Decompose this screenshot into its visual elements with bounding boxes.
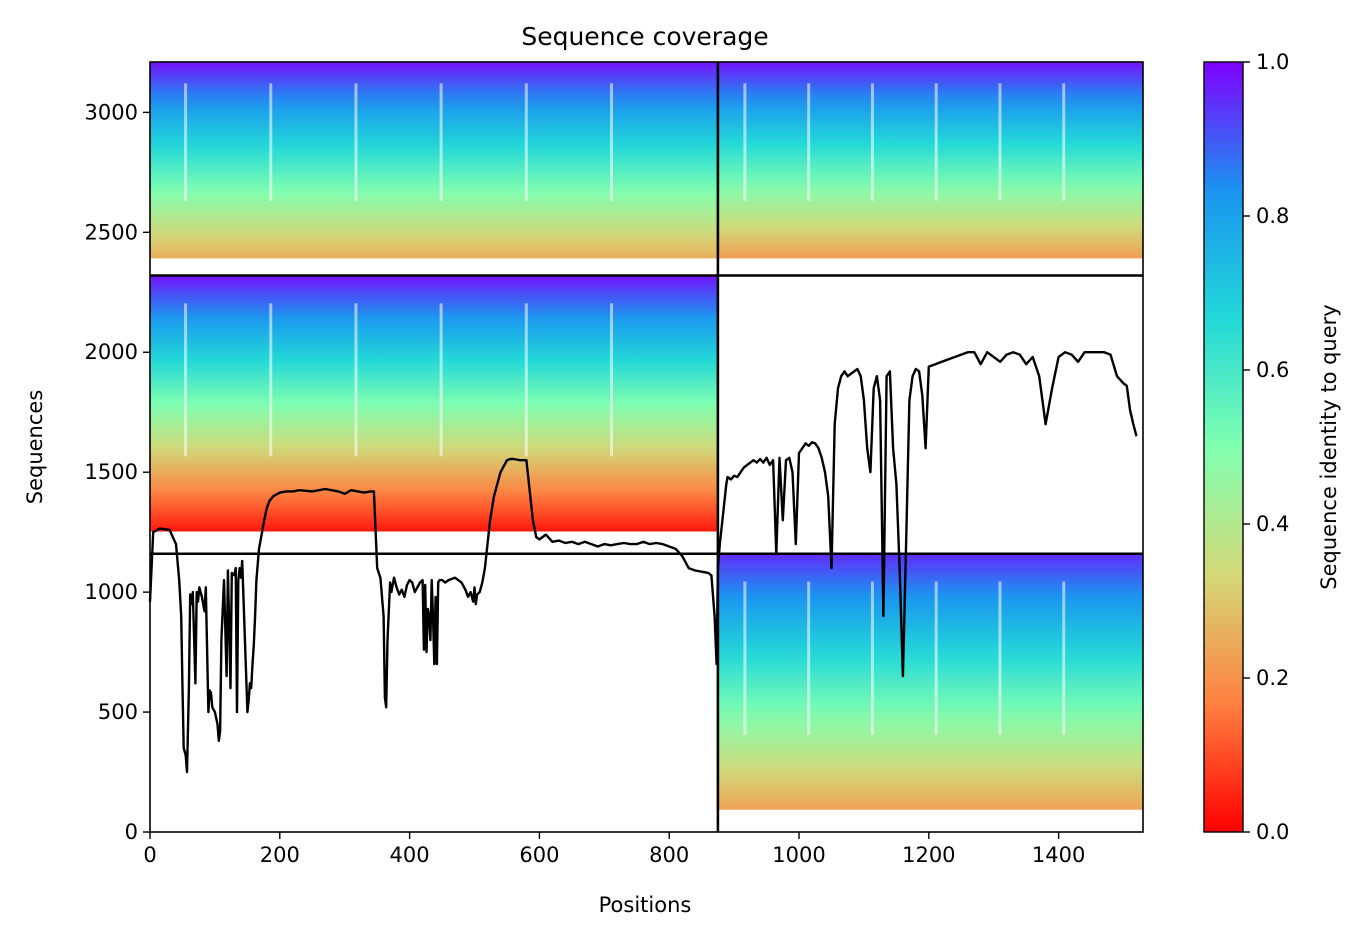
gap-streak [870, 83, 874, 201]
gap-streak [743, 581, 747, 735]
gap-streak [269, 303, 273, 457]
colorbar-tick-label: 0.4 [1256, 512, 1289, 536]
gap-streak [807, 83, 811, 201]
x-tick-label: 0 [143, 843, 156, 867]
gap-streak [439, 83, 443, 201]
colorbar-tick-label: 0.0 [1256, 820, 1289, 844]
y-tick-label: 500 [98, 700, 138, 724]
y-tick-label: 1500 [85, 460, 138, 484]
gap-streak [354, 83, 358, 201]
y-tick-label: 1000 [85, 580, 138, 604]
x-tick-label: 1000 [772, 843, 825, 867]
x-axis: 0 200 400 600 800 1000 1200 1400 [143, 832, 1085, 867]
block-chain-A-only [150, 62, 718, 259]
colorbar-tick-label: 0.8 [1256, 204, 1289, 228]
y-tick-label: 2000 [85, 340, 138, 364]
x-tick-label: 1200 [902, 843, 955, 867]
block-chain-A-pair [150, 275, 718, 532]
plot-frame [149, 61, 1144, 833]
colorbar-tick-label: 1.0 [1256, 50, 1289, 74]
gap-streak [1062, 581, 1066, 735]
gap-streak [609, 83, 613, 201]
y-axis-label: Sequences [23, 390, 47, 505]
gap-streak [439, 303, 443, 457]
x-axis-label: Positions [599, 893, 692, 917]
gap-streak [269, 83, 273, 201]
gap-streak [743, 83, 747, 201]
block-separators [150, 62, 1143, 832]
y-tick-label: 2500 [85, 220, 138, 244]
x-tick-label: 600 [519, 843, 559, 867]
x-tick-label: 1400 [1032, 843, 1085, 867]
block-chain-B-in-A-region [717, 62, 1143, 259]
gap-streak [934, 83, 938, 201]
gap-streak [807, 581, 811, 735]
colorbar-tick-label: 0.6 [1256, 358, 1289, 382]
coverage-blocks [150, 62, 1143, 810]
gap-streak [184, 303, 188, 457]
gap-streak [609, 303, 613, 457]
y-tick-label: 3000 [85, 100, 138, 124]
colorbar-label: Sequence identity to query [1317, 304, 1341, 589]
y-axis: 0 500 1000 1500 2000 2500 3000 [85, 100, 150, 844]
x-tick-label: 400 [390, 843, 430, 867]
gap-streak [870, 581, 874, 735]
gap-streak [998, 83, 1002, 201]
y-tick-label: 0 [125, 820, 138, 844]
colorbar-tick-label: 0.2 [1256, 666, 1289, 690]
chart-title: Sequence coverage [521, 22, 768, 51]
gap-streak [1062, 83, 1066, 201]
coverage-line [148, 351, 1138, 774]
gap-streak [354, 303, 358, 457]
gap-streak [524, 83, 528, 201]
coverage-line-layer [148, 351, 1138, 774]
x-tick-label: 200 [260, 843, 300, 867]
gap-streak [524, 303, 528, 457]
gap-streak [934, 581, 938, 735]
x-tick-label: 800 [649, 843, 689, 867]
gap-streak [184, 83, 188, 201]
colorbar: 0.0 0.2 0.4 0.6 0.8 1.0 [1203, 50, 1289, 844]
colorbar-gradient [1203, 61, 1244, 833]
block-chain-B-only [717, 553, 1143, 810]
gap-streak [998, 581, 1002, 735]
